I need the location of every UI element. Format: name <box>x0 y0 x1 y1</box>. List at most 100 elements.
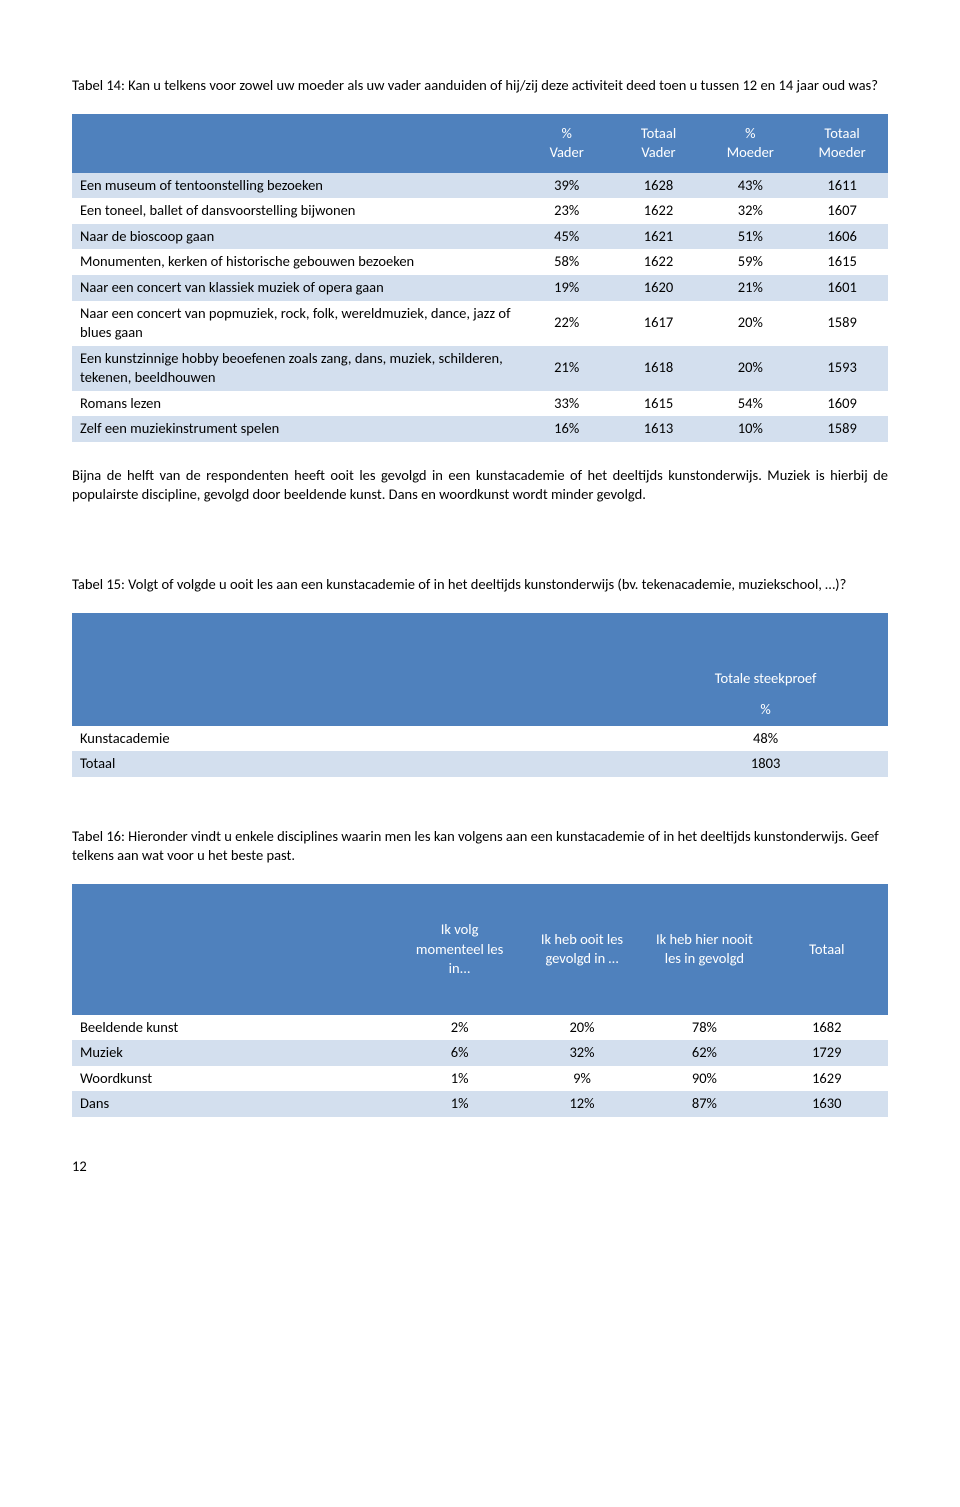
t16-col-3: Ik heb hier nooit les in gevolgd <box>643 884 765 1015</box>
cell: 1729 <box>766 1040 888 1066</box>
cell: 1621 <box>613 224 705 250</box>
cell: 23% <box>521 198 613 224</box>
cell: 1% <box>398 1066 520 1092</box>
table-row: Een toneel, ballet of dansvoorstelling b… <box>72 198 888 224</box>
table15: Totale steekproef % Kunstacademie 48% To… <box>72 613 888 777</box>
cell: 1606 <box>796 224 888 250</box>
table-row: Een museum of tentoonstelling bezoeken 3… <box>72 173 888 199</box>
row-label: Een museum of tentoonstelling bezoeken <box>72 173 521 199</box>
row-label: Kunstacademie <box>72 726 643 752</box>
cell: 1622 <box>613 198 705 224</box>
row-label: Naar de bioscoop gaan <box>72 224 521 250</box>
cell: 20% <box>704 301 796 346</box>
cell: 1629 <box>766 1066 888 1092</box>
cell: 1622 <box>613 249 705 275</box>
cell: 1682 <box>766 1015 888 1041</box>
table-row: Naar een concert van popmuziek, rock, fo… <box>72 301 888 346</box>
table-row: Een kunstzinnige hobby beoefenen zoals z… <box>72 346 888 391</box>
table14: %Vader TotaalVader %Moeder TotaalMoeder … <box>72 114 888 442</box>
cell: 45% <box>521 224 613 250</box>
table-row: Romans lezen 33% 1615 54% 1609 <box>72 391 888 417</box>
cell: 54% <box>704 391 796 417</box>
cell: 1620 <box>613 275 705 301</box>
cell: 33% <box>521 391 613 417</box>
t14-col-blank <box>72 114 521 173</box>
cell: 1607 <box>796 198 888 224</box>
cell: 2% <box>398 1015 520 1041</box>
cell: 1% <box>398 1091 520 1117</box>
table16: Ik volg momenteel les in... Ik heb ooit … <box>72 884 888 1117</box>
table-row: Zelf een muziekinstrument spelen 16% 161… <box>72 416 888 442</box>
row-label: Naar een concert van klassiek muziek of … <box>72 275 521 301</box>
row-label: Dans <box>72 1091 398 1117</box>
page-number: 12 <box>72 1157 888 1177</box>
cell: 21% <box>521 346 613 391</box>
row-label: Zelf een muziekinstrument spelen <box>72 416 521 442</box>
cell: 32% <box>704 198 796 224</box>
t15-blank <box>72 613 643 695</box>
cell: 87% <box>643 1091 765 1117</box>
table-row: Dans 1% 12% 87% 1630 <box>72 1091 888 1117</box>
cell: 19% <box>521 275 613 301</box>
t16-col-2: Ik heb ooit les gevolgd in … <box>521 884 643 1015</box>
t16-col-blank <box>72 884 398 1015</box>
cell: 1630 <box>766 1091 888 1117</box>
row-label: Beeldende kunst <box>72 1015 398 1041</box>
cell: 20% <box>704 346 796 391</box>
cell: 1613 <box>613 416 705 442</box>
t15-blank2 <box>72 694 643 726</box>
row-label: Muziek <box>72 1040 398 1066</box>
table-row: Naar een concert van klassiek muziek of … <box>72 275 888 301</box>
cell: 1589 <box>796 301 888 346</box>
cell: 62% <box>643 1040 765 1066</box>
cell: 22% <box>521 301 613 346</box>
t16-col-1: Ik volg momenteel les in... <box>398 884 520 1015</box>
cell: 1593 <box>796 346 888 391</box>
table16-title: Tabel 16: Hieronder vindt u enkele disci… <box>72 827 888 866</box>
cell: 39% <box>521 173 613 199</box>
cell: 1803 <box>643 751 888 777</box>
cell: 43% <box>704 173 796 199</box>
t16-col-4: Totaal <box>766 884 888 1015</box>
table-row: Woordkunst 1% 9% 90% 1629 <box>72 1066 888 1092</box>
cell: 1589 <box>796 416 888 442</box>
row-label: Een toneel, ballet of dansvoorstelling b… <box>72 198 521 224</box>
t15-header-sub: % <box>643 694 888 726</box>
cell: 1609 <box>796 391 888 417</box>
t14-col-pct-moeder: %Moeder <box>704 114 796 173</box>
cell: 1611 <box>796 173 888 199</box>
table-row: Muziek 6% 32% 62% 1729 <box>72 1040 888 1066</box>
table-row: Beeldende kunst 2% 20% 78% 1682 <box>72 1015 888 1041</box>
row-label: Woordkunst <box>72 1066 398 1092</box>
t14-col-pct-vader: %Vader <box>521 114 613 173</box>
body-paragraph: Bijna de helft van de respondenten heeft… <box>72 466 888 505</box>
cell: 6% <box>398 1040 520 1066</box>
t14-col-tot-vader: TotaalVader <box>613 114 705 173</box>
cell: 20% <box>521 1015 643 1041</box>
row-label: Monumenten, kerken of historische gebouw… <box>72 249 521 275</box>
row-label: Naar een concert van popmuziek, rock, fo… <box>72 301 521 346</box>
cell: 58% <box>521 249 613 275</box>
table-row: Kunstacademie 48% <box>72 726 888 752</box>
cell: 21% <box>704 275 796 301</box>
cell: 12% <box>521 1091 643 1117</box>
row-label: Romans lezen <box>72 391 521 417</box>
cell: 51% <box>704 224 796 250</box>
table-row: Naar de bioscoop gaan 45% 1621 51% 1606 <box>72 224 888 250</box>
t15-header-top: Totale steekproef <box>643 613 888 695</box>
cell: 16% <box>521 416 613 442</box>
cell: 78% <box>643 1015 765 1041</box>
row-label: Totaal <box>72 751 643 777</box>
cell: 32% <box>521 1040 643 1066</box>
cell: 1601 <box>796 275 888 301</box>
cell: 1617 <box>613 301 705 346</box>
cell: 90% <box>643 1066 765 1092</box>
cell: 48% <box>643 726 888 752</box>
table-row: Monumenten, kerken of historische gebouw… <box>72 249 888 275</box>
row-label: Een kunstzinnige hobby beoefenen zoals z… <box>72 346 521 391</box>
cell: 59% <box>704 249 796 275</box>
cell: 10% <box>704 416 796 442</box>
table-row: Totaal 1803 <box>72 751 888 777</box>
table14-title: Tabel 14: Kan u telkens voor zowel uw mo… <box>72 76 888 96</box>
cell: 9% <box>521 1066 643 1092</box>
